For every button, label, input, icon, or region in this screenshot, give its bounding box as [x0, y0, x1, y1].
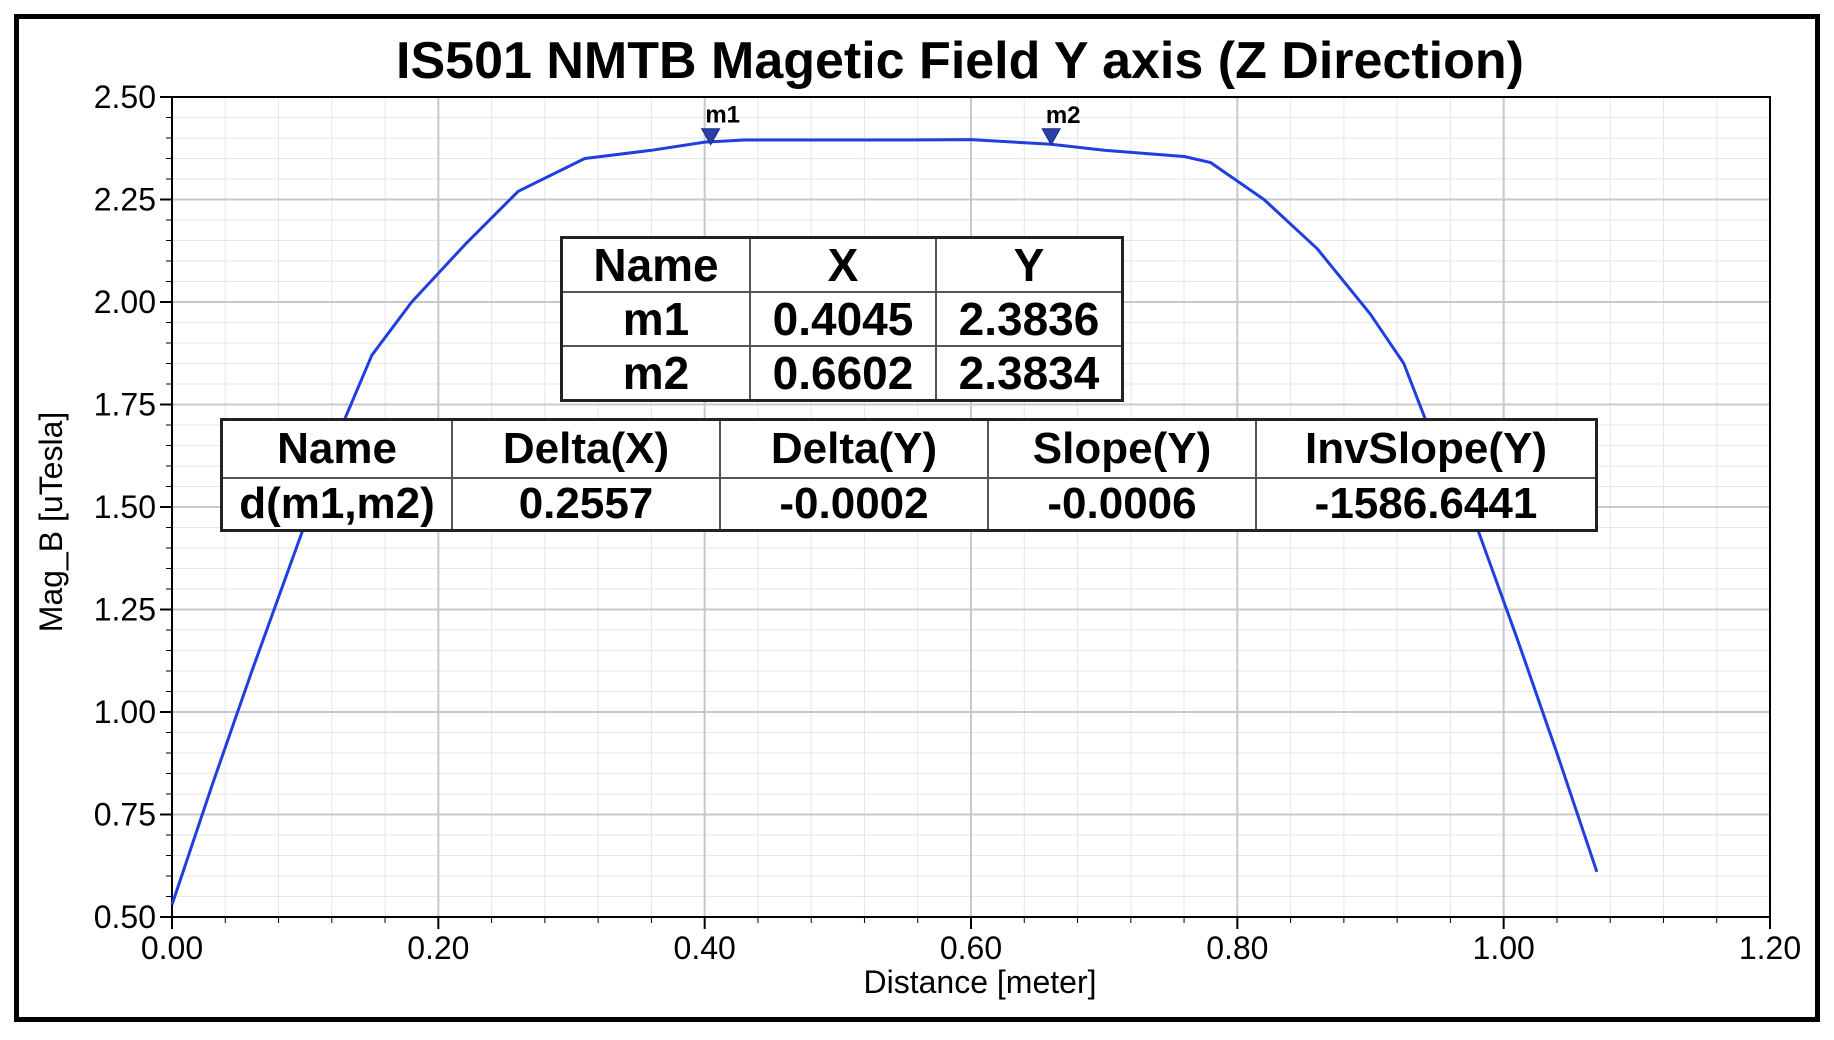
delta-name: d(m1,m2): [220, 477, 453, 532]
x-tick-label: 0.40: [674, 930, 736, 966]
y-tick-label: 1.00: [94, 694, 156, 730]
y-tick-label: 1.50: [94, 489, 156, 525]
table-row: m1 0.4045 2.3836: [560, 291, 1124, 347]
x-tick-label: 0.80: [1206, 930, 1268, 966]
marker-table-header: Name X Y: [560, 236, 1124, 293]
marker-header-y: Y: [935, 236, 1124, 293]
marker-header-x: X: [749, 236, 937, 293]
marker-triangle: [700, 128, 721, 146]
delta-dy: -0.0002: [719, 477, 989, 532]
y-axis-label: Mag_B [uTesla]: [33, 412, 69, 633]
y-tick-label: 0.50: [94, 899, 156, 935]
marker-y: 2.3834: [935, 345, 1124, 402]
delta-table-header: Name Delta(X) Delta(Y) Slope(Y) InvSlope…: [220, 418, 1598, 479]
delta-header-slope: Slope(Y): [987, 418, 1257, 479]
y-tick-label: 2.00: [94, 284, 156, 320]
delta-header-dy: Delta(Y): [719, 418, 989, 479]
marker-label: m1: [705, 102, 740, 129]
x-tick-label: 1.20: [1739, 930, 1801, 966]
marker-name: m2: [560, 345, 751, 402]
y-axis-ticks: 0.50 0.75 1.00 1.25 1.50 1.75 2.00 2.25 2.50: [94, 79, 172, 935]
delta-header-name: Name: [220, 418, 453, 479]
x-tick-label: 0.20: [407, 930, 469, 966]
y-tick-label: 0.75: [94, 797, 156, 833]
y-tick-label: 2.25: [94, 182, 156, 218]
x-tick-label: 0.00: [141, 930, 203, 966]
marker-x: 0.6602: [749, 345, 937, 402]
x-axis-label: Distance [meter]: [864, 964, 1097, 1000]
series-group: [170, 138, 1599, 906]
series-line: [170, 138, 1599, 906]
marker-triangle: [1041, 128, 1062, 146]
marker-table: Name X Y m1 0.4045 2.3836 m2 0.6602 2.38…: [560, 236, 1124, 402]
y-tick-label: 1.75: [94, 387, 156, 423]
marker-group: m1 m2: [700, 102, 1081, 146]
delta-header-dx: Delta(X): [451, 418, 721, 479]
delta-header-invslope: InvSlope(Y): [1255, 418, 1598, 479]
delta-invslope: -1586.6441: [1255, 477, 1598, 532]
x-axis-ticks: 0.00 0.20 0.40 0.60 0.80 1.00 1.20: [141, 917, 1801, 966]
marker-x: 0.4045: [749, 291, 937, 347]
delta-table: Name Delta(X) Delta(Y) Slope(Y) InvSlope…: [220, 418, 1598, 532]
y-tick-label: 1.25: [94, 592, 156, 628]
table-row: d(m1,m2) 0.2557 -0.0002 -0.0006 -1586.64…: [220, 477, 1598, 532]
table-row: m2 0.6602 2.3834: [560, 345, 1124, 402]
x-tick-label: 0.60: [940, 930, 1002, 966]
marker-y: 2.3836: [935, 291, 1124, 347]
marker-name: m1: [560, 291, 751, 347]
marker-header-name: Name: [560, 236, 751, 293]
delta-dx: 0.2557: [451, 477, 721, 532]
x-tick-label: 1.00: [1473, 930, 1535, 966]
y-tick-label: 2.50: [94, 79, 156, 115]
chart-title: IS501 NMTB Magetic Field Y axis (Z Direc…: [396, 32, 1524, 90]
marker-label: m2: [1046, 102, 1081, 129]
delta-slope: -0.0006: [987, 477, 1257, 532]
